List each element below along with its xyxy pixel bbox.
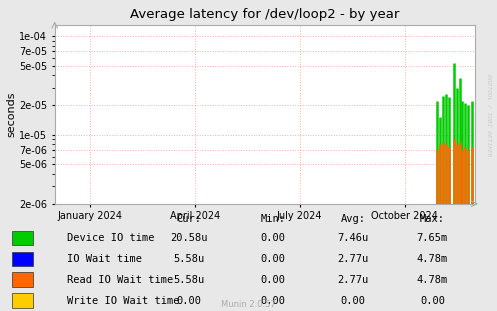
Text: Write IO Wait time: Write IO Wait time xyxy=(67,295,179,306)
Text: 0.00: 0.00 xyxy=(261,254,286,264)
Text: 20.58u: 20.58u xyxy=(170,233,208,243)
Text: RRDTOOL / TOBI OETIKER: RRDTOOL / TOBI OETIKER xyxy=(486,74,491,156)
Text: Munin 2.0.57: Munin 2.0.57 xyxy=(221,300,276,309)
Text: 2.77u: 2.77u xyxy=(337,254,368,264)
Text: 4.78m: 4.78m xyxy=(417,254,448,264)
Text: IO Wait time: IO Wait time xyxy=(67,254,142,264)
Text: 7.46u: 7.46u xyxy=(337,233,368,243)
Text: 0.00: 0.00 xyxy=(261,233,286,243)
Text: Avg:: Avg: xyxy=(340,214,365,224)
Text: 0.00: 0.00 xyxy=(340,295,365,306)
Text: 0.00: 0.00 xyxy=(420,295,445,306)
Title: Average latency for /dev/loop2 - by year: Average latency for /dev/loop2 - by year xyxy=(130,8,400,21)
Text: 0.00: 0.00 xyxy=(261,295,286,306)
Text: Max:: Max: xyxy=(420,214,445,224)
Text: Cur:: Cur: xyxy=(176,214,201,224)
Text: Device IO time: Device IO time xyxy=(67,233,155,243)
Bar xyxy=(12,231,33,245)
Bar xyxy=(12,293,33,308)
Text: Read IO Wait time: Read IO Wait time xyxy=(67,275,173,285)
Text: 4.78m: 4.78m xyxy=(417,275,448,285)
Y-axis label: seconds: seconds xyxy=(6,91,16,137)
Text: 2.77u: 2.77u xyxy=(337,275,368,285)
Text: 0.00: 0.00 xyxy=(261,275,286,285)
Text: 0.00: 0.00 xyxy=(176,295,201,306)
Text: 5.58u: 5.58u xyxy=(173,275,204,285)
Text: Min:: Min: xyxy=(261,214,286,224)
Bar xyxy=(12,272,33,287)
Text: 7.65m: 7.65m xyxy=(417,233,448,243)
Bar xyxy=(12,252,33,266)
Text: 5.58u: 5.58u xyxy=(173,254,204,264)
